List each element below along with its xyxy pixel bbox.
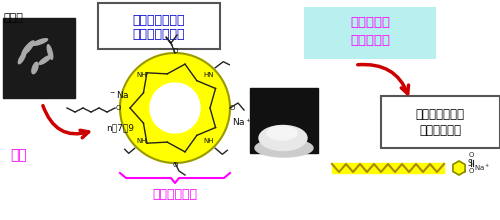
FancyBboxPatch shape (98, 3, 220, 49)
Ellipse shape (48, 45, 52, 59)
Text: （石油由来）: （石油由来） (419, 124, 461, 137)
Text: サーファクチン: サーファクチン (133, 14, 185, 27)
Text: 納豆菌: 納豆菌 (3, 13, 23, 23)
FancyBboxPatch shape (381, 96, 500, 148)
Text: O: O (172, 48, 178, 54)
Text: NH: NH (136, 72, 147, 78)
Text: 環状ペプチド: 環状ペプチド (152, 188, 198, 201)
Text: O: O (172, 162, 178, 168)
Text: $^-$Na: $^-$Na (108, 89, 130, 100)
FancyBboxPatch shape (304, 7, 436, 59)
Text: O: O (469, 168, 474, 174)
Ellipse shape (39, 56, 51, 64)
Ellipse shape (267, 126, 297, 140)
Text: 合成界面活性剤: 合成界面活性剤 (416, 108, 465, 121)
FancyArrowPatch shape (43, 106, 88, 138)
Polygon shape (453, 161, 465, 175)
Text: NH: NH (203, 138, 213, 144)
Ellipse shape (259, 125, 307, 150)
Ellipse shape (22, 41, 34, 55)
Ellipse shape (32, 39, 48, 45)
Text: 生産: 生産 (10, 148, 27, 162)
Text: Na$^+$: Na$^+$ (232, 116, 252, 128)
Ellipse shape (32, 62, 38, 74)
Polygon shape (150, 83, 200, 133)
Ellipse shape (255, 139, 313, 157)
Text: S: S (468, 159, 473, 168)
Text: 微量添加で: 微量添加で (350, 16, 390, 29)
Text: NH: NH (136, 138, 147, 144)
Text: HN: HN (203, 72, 213, 78)
Text: （バイオ由来）: （バイオ由来） (133, 28, 185, 41)
Ellipse shape (18, 52, 26, 64)
Polygon shape (120, 53, 230, 163)
Text: 働きを増強: 働きを増強 (350, 34, 390, 47)
Bar (3, 18, 75, 98)
Text: O: O (116, 105, 120, 111)
Bar (250, 88, 318, 153)
Text: n＝7～9: n＝7～9 (106, 123, 134, 132)
Text: Na$^+$: Na$^+$ (474, 163, 490, 173)
FancyArrowPatch shape (358, 64, 408, 94)
Text: O: O (469, 152, 474, 158)
Text: O: O (230, 105, 234, 111)
